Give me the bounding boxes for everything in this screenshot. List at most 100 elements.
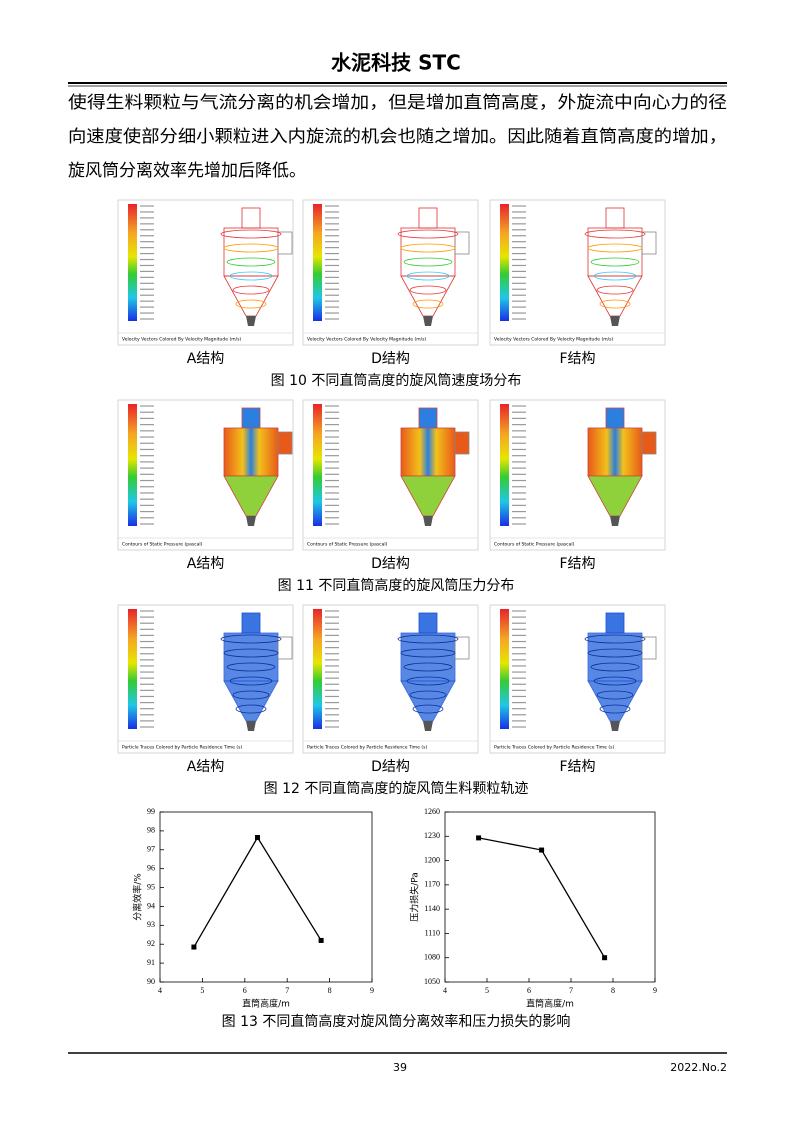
flow-swirl bbox=[223, 243, 279, 253]
x-axis-label: 直筒高度/m bbox=[242, 998, 290, 1010]
flow-swirl bbox=[403, 662, 453, 672]
flow-swirl bbox=[397, 634, 459, 644]
data-line bbox=[478, 837, 606, 959]
data-point bbox=[255, 835, 261, 840]
header-title: 水泥科技 STC bbox=[331, 51, 461, 75]
y-tick-label: 1110 bbox=[425, 928, 440, 937]
panel-label: A结构 bbox=[187, 556, 225, 572]
flow-swirl bbox=[587, 243, 643, 253]
panel-label: D结构 bbox=[371, 351, 410, 367]
x-tick-label: 9 bbox=[370, 986, 374, 995]
cyclone-body bbox=[587, 427, 643, 477]
data-line bbox=[193, 836, 322, 948]
y-tick-label: 97 bbox=[147, 845, 155, 854]
y-tick-label: 90 bbox=[147, 977, 155, 986]
cyclone-inlet bbox=[641, 231, 657, 255]
y-tick-label: 1200 bbox=[424, 855, 440, 864]
flow-swirl bbox=[584, 229, 646, 239]
flow-swirl bbox=[226, 662, 276, 672]
x-tick-label: 5 bbox=[485, 986, 489, 995]
cyclone-tip bbox=[423, 516, 433, 526]
flow-swirl bbox=[403, 257, 453, 267]
panel-caption: Particle Traces Colored by Particle Resi… bbox=[122, 745, 242, 751]
color-bar bbox=[313, 404, 322, 526]
y-tick-label: 96 bbox=[147, 863, 155, 872]
color-bar bbox=[128, 204, 137, 321]
flow-swirl bbox=[590, 257, 640, 267]
data-point bbox=[318, 937, 324, 943]
flow-swirl bbox=[593, 676, 637, 686]
panel-frame bbox=[489, 199, 666, 346]
y-tick-label: 1080 bbox=[424, 953, 440, 962]
flow-swirl bbox=[596, 690, 634, 700]
figure-caption: 图 10 不同直筒高度的旋风筒速度场分布 bbox=[271, 372, 522, 389]
issue: 2022.No.2 bbox=[670, 1061, 727, 1074]
color-bar bbox=[313, 609, 322, 729]
figure-caption: 图 11 不同直筒高度的旋风筒压力分布 bbox=[278, 577, 515, 594]
panel-label: D结构 bbox=[371, 556, 410, 572]
data-point bbox=[602, 955, 608, 961]
y-tick-label: 94 bbox=[147, 901, 155, 910]
cyclone-outlet bbox=[418, 612, 438, 634]
y-tick-label: 99 bbox=[147, 807, 155, 816]
color-bar bbox=[500, 609, 509, 729]
cyclone-tip bbox=[246, 516, 256, 526]
cyclone-inlet bbox=[277, 636, 293, 660]
panel-caption: Particle Traces Colored by Particle Resi… bbox=[307, 745, 427, 751]
color-bar bbox=[128, 609, 137, 729]
color-bar bbox=[500, 404, 509, 526]
y-tick-label: 95 bbox=[147, 882, 155, 891]
cyclone-tip bbox=[246, 721, 256, 731]
cyclone-tip bbox=[423, 316, 433, 326]
x-tick-label: 4 bbox=[443, 986, 447, 995]
plot-frame bbox=[444, 811, 656, 983]
data-point bbox=[476, 835, 482, 841]
panel-label: F结构 bbox=[559, 351, 595, 367]
y-tick-label: 1050 bbox=[424, 977, 440, 986]
data-point bbox=[539, 847, 545, 853]
cyclone-outlet bbox=[605, 612, 625, 634]
y-tick-label: 1260 bbox=[424, 807, 440, 816]
x-axis-label: 直筒高度/m bbox=[526, 998, 574, 1010]
flow-swirl bbox=[232, 690, 270, 700]
x-tick-label: 4 bbox=[158, 986, 162, 995]
cyclone-outlet bbox=[241, 612, 261, 634]
plot-frame bbox=[159, 811, 373, 983]
cyclone-inlet bbox=[454, 636, 470, 660]
cyclone-inlet bbox=[454, 431, 470, 455]
panel-label: F结构 bbox=[559, 759, 595, 775]
cyclone-body bbox=[400, 427, 456, 477]
color-bar bbox=[500, 204, 509, 321]
y-tick-label: 1140 bbox=[424, 904, 440, 913]
color-bar bbox=[313, 204, 322, 321]
paragraph-line: 向速度使部分细小颗粒进入内旋流的机会也随之增加。因此随着直筒高度的增加， bbox=[68, 126, 727, 147]
x-tick-label: 8 bbox=[611, 986, 615, 995]
y-tick-label: 93 bbox=[147, 920, 155, 929]
cyclone-body bbox=[223, 427, 279, 477]
panel-label: A结构 bbox=[187, 351, 225, 367]
x-tick-label: 7 bbox=[285, 986, 289, 995]
flow-swirl bbox=[599, 704, 631, 714]
x-tick-label: 7 bbox=[569, 986, 573, 995]
flow-swirl bbox=[226, 257, 276, 267]
figure-caption: 图 13 不同直筒高度对旋风筒分离效率和压力损失的影响 bbox=[222, 1013, 571, 1030]
x-tick-label: 6 bbox=[527, 986, 531, 995]
y-tick-label: 91 bbox=[147, 958, 155, 967]
cyclone-inlet bbox=[454, 231, 470, 255]
cyclone-tip bbox=[246, 316, 256, 326]
panel-caption: Particle Traces Colored by Particle Resi… bbox=[494, 745, 614, 751]
panel-caption: Contours of Static Pressure (pascal) bbox=[122, 542, 203, 548]
panel-caption: Velocity Vectors Colored By Velocity Mag… bbox=[122, 337, 241, 343]
panel-label: F结构 bbox=[559, 556, 595, 572]
cyclone-outlet bbox=[241, 407, 261, 429]
flow-swirl bbox=[400, 648, 456, 658]
panel-caption: Contours of Static Pressure (pascal) bbox=[307, 542, 388, 548]
cyclone-tip bbox=[423, 721, 433, 731]
panel-frame bbox=[117, 199, 294, 346]
flow-swirl bbox=[412, 299, 444, 309]
flow-swirl bbox=[400, 243, 456, 253]
flow-swirl bbox=[409, 285, 447, 295]
panel-caption: Velocity Vectors Colored By Velocity Mag… bbox=[307, 337, 426, 343]
cyclone-body bbox=[223, 632, 279, 682]
